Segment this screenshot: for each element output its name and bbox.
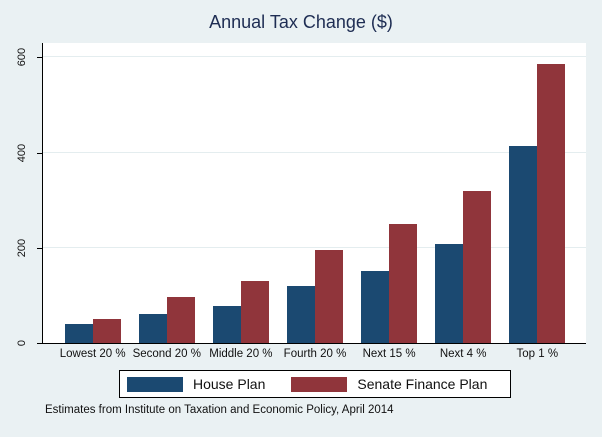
bar-senate-finance-plan-1 bbox=[92, 319, 121, 343]
source-caption: Estimates from Institute on Taxation and… bbox=[45, 404, 394, 416]
gridline-400 bbox=[43, 151, 586, 153]
bar-house-plan-2 bbox=[138, 314, 167, 343]
bar-house-plan-6 bbox=[435, 244, 464, 343]
legend: House Plan Senate Finance Plan bbox=[119, 370, 511, 398]
bar-senate-finance-plan-5 bbox=[389, 224, 418, 343]
legend-label-house-plan: House Plan bbox=[193, 376, 266, 392]
y-tick-mark-400 bbox=[37, 152, 42, 154]
y-tick-label-600: 600 bbox=[16, 48, 28, 67]
x-category-label-6: Next 4 % bbox=[439, 348, 487, 360]
y-tick-label-0: 0 bbox=[16, 339, 28, 347]
y-tick-label-400: 400 bbox=[16, 143, 28, 162]
x-category-label-1: Lowest 20 % bbox=[59, 348, 126, 360]
bar-house-plan-5 bbox=[361, 270, 390, 343]
bar-house-plan-3 bbox=[212, 306, 241, 343]
legend-swatch-house-plan bbox=[127, 376, 183, 392]
y-tick-label-200: 200 bbox=[16, 238, 28, 257]
x-category-label-7: Top 1 % bbox=[516, 348, 559, 360]
x-category-label-3: Middle 20 % bbox=[209, 348, 273, 360]
chart-title: Annual Tax Change ($) bbox=[209, 12, 393, 32]
x-category-label-5: Next 15 % bbox=[362, 348, 416, 360]
bar-house-plan-1 bbox=[64, 323, 93, 343]
y-tick-mark-200 bbox=[37, 247, 42, 249]
y-tick-mark-600 bbox=[37, 57, 42, 59]
bar-senate-finance-plan-2 bbox=[166, 297, 195, 343]
gridline-600 bbox=[43, 56, 586, 58]
x-category-label-4: Fourth 20 % bbox=[283, 348, 347, 360]
bar-senate-finance-plan-6 bbox=[463, 190, 492, 343]
legend-swatch-senate-plan bbox=[291, 376, 348, 392]
bar-senate-finance-plan-4 bbox=[315, 249, 343, 343]
gridline-200 bbox=[43, 246, 586, 248]
bar-house-plan-4 bbox=[287, 286, 315, 343]
x-category-label-2: Second 20 % bbox=[132, 348, 201, 360]
bar-senate-finance-plan-3 bbox=[240, 280, 269, 343]
bar-senate-finance-plan-7 bbox=[537, 63, 566, 343]
bar-house-plan-7 bbox=[509, 145, 538, 343]
y-tick-mark-0 bbox=[37, 343, 42, 344]
legend-label-senate-plan: Senate Finance Plan bbox=[357, 376, 488, 392]
plot-area bbox=[42, 43, 586, 344]
